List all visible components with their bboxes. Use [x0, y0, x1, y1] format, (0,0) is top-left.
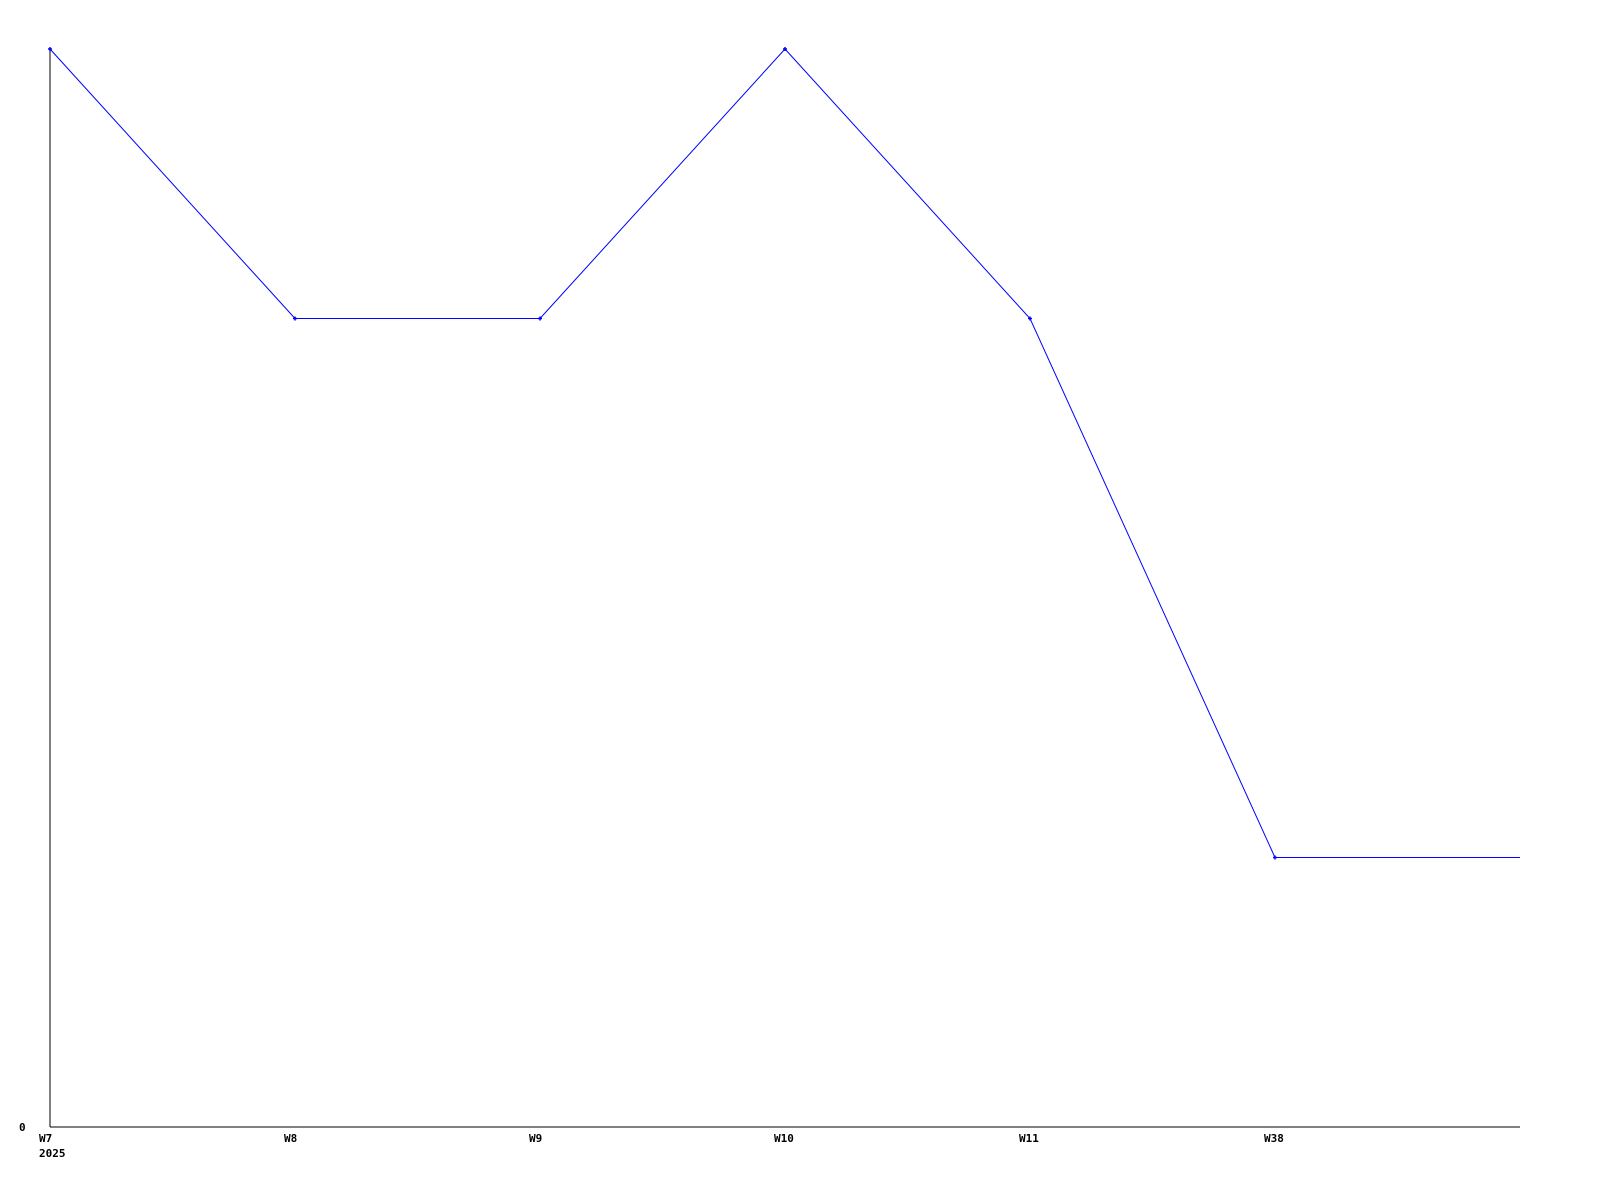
data-point [293, 316, 297, 321]
x-sublabel-year: 2025 [39, 1147, 66, 1160]
data-point [538, 316, 542, 321]
x-tick-label: W9 [529, 1132, 542, 1145]
y-tick-label: 0 [19, 1121, 26, 1134]
series-line [49, 48, 1520, 858]
x-tick-label: W38 [1264, 1132, 1284, 1145]
x-tick-label: W11 [1019, 1132, 1039, 1145]
data-point [783, 47, 787, 51]
data-point [1028, 316, 1032, 321]
x-tick-label: W10 [774, 1132, 794, 1145]
data-point [1273, 855, 1277, 860]
x-tick-label: W7 [39, 1132, 52, 1145]
x-tick-label: W8 [284, 1132, 297, 1145]
data-point [48, 47, 52, 51]
